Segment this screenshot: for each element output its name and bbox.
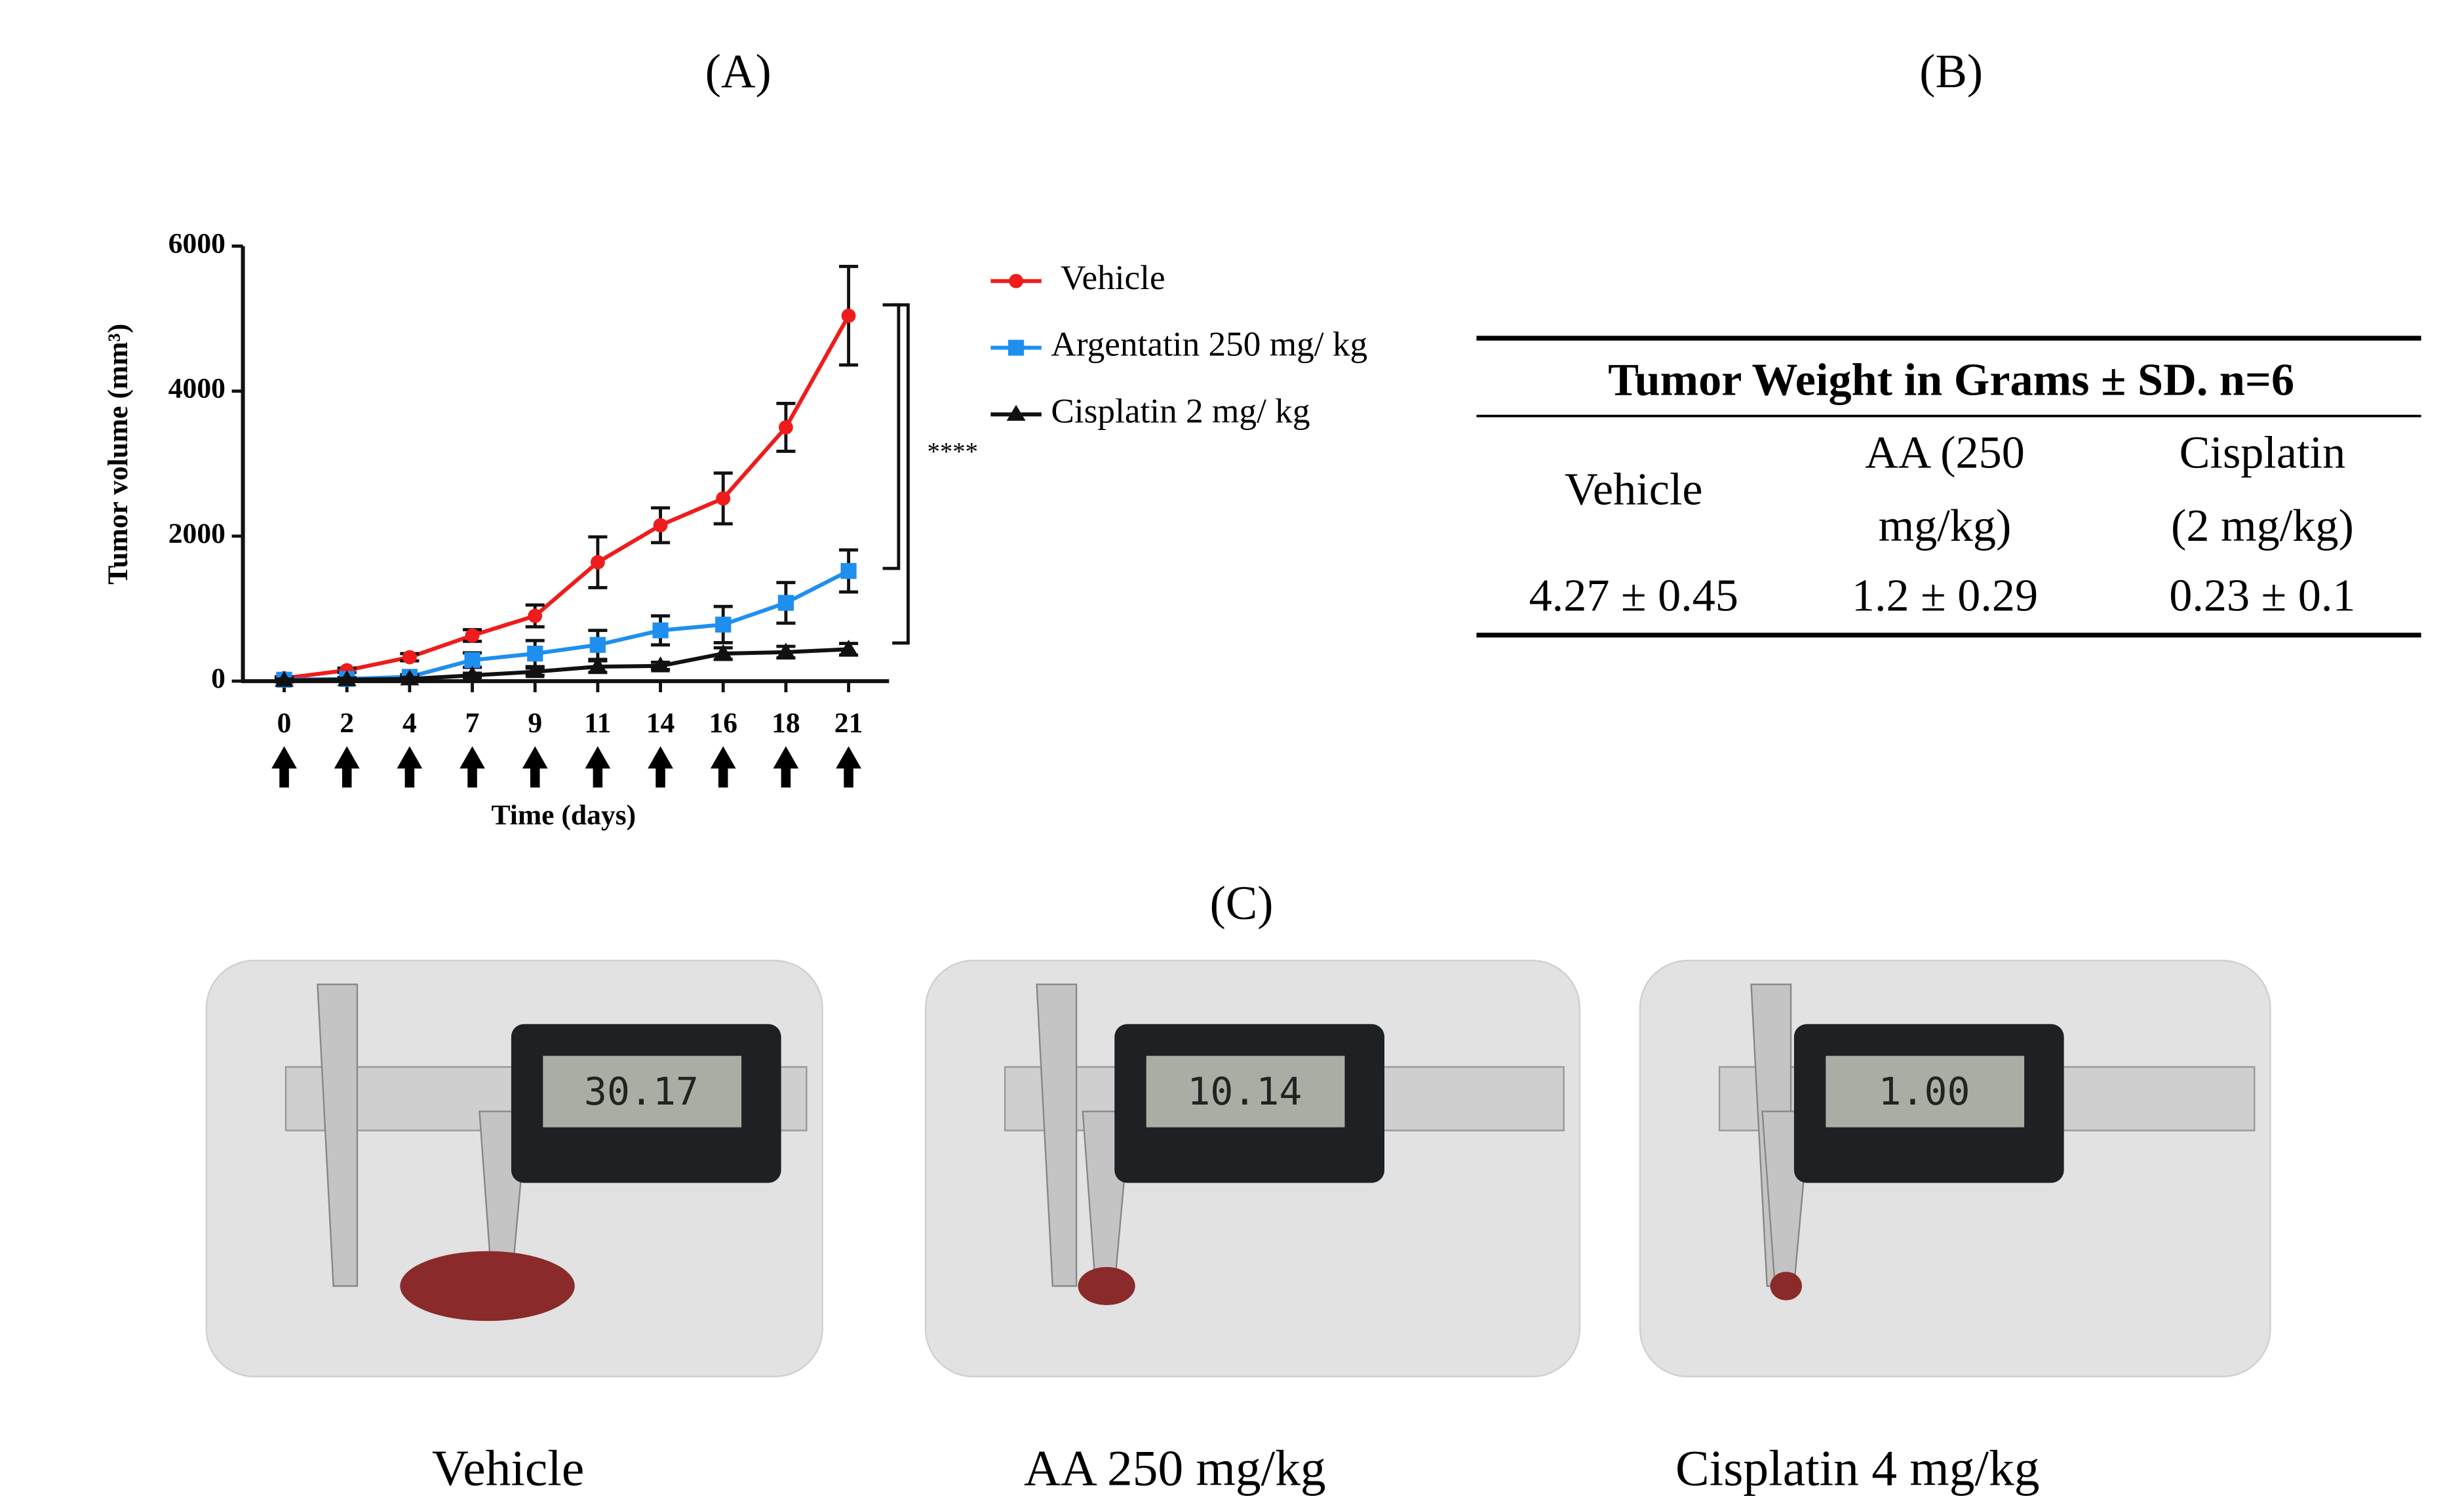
significance-bracket — [882, 303, 910, 645]
data-point — [525, 662, 545, 678]
table-title: Tumor Weight in Grams ± SD. n=6 — [1608, 354, 2294, 405]
y-axis-title: Tumor volume (mm³) — [102, 324, 134, 585]
dosing-arrow — [648, 746, 673, 788]
photo: 1.00 — [1639, 960, 2271, 1378]
column-header: AA (250 — [1865, 427, 2025, 479]
legend-label: Argentatin 250 mg/ kg — [1051, 325, 1367, 364]
lcd — [543, 1055, 742, 1127]
dosing-arrow — [522, 746, 548, 788]
legend-label: Vehicle — [1061, 258, 1165, 297]
photo-caption: Vehicle — [432, 1440, 584, 1496]
tumor — [1078, 1266, 1135, 1305]
data-point — [839, 639, 859, 656]
x-tick-label: 7 — [465, 707, 480, 739]
series-line — [284, 647, 849, 683]
data-point — [776, 642, 796, 659]
data-point — [463, 665, 482, 682]
column-header: (2 mg/kg) — [2171, 500, 2354, 551]
dosing-arrow — [836, 746, 861, 788]
table: Tumor Weight in Grams ± SD. n=6 Vehicle A… — [1476, 336, 2421, 638]
data-point — [653, 518, 668, 533]
dosing-arrow — [710, 746, 736, 788]
dosing-arrow — [460, 746, 485, 788]
series-line — [284, 315, 851, 680]
lcd — [1826, 1055, 2025, 1127]
data-point — [590, 555, 605, 570]
significance: **** — [927, 438, 978, 466]
column-header: Cisplatin — [2180, 427, 2346, 479]
data-point — [841, 308, 856, 323]
x-tick-label: 4 — [402, 707, 417, 739]
caliper-jaw — [1036, 983, 1078, 1287]
readout: 30.17 — [584, 1069, 699, 1114]
x-tick-label: 21 — [834, 707, 863, 739]
table-cell: 0.23 ± 0.1 — [2169, 570, 2355, 621]
data-point — [465, 628, 480, 643]
x-axis-title: Time (days) — [491, 799, 636, 831]
x-tick-label: 16 — [709, 707, 737, 739]
x-tick-label: 11 — [584, 707, 611, 739]
data-point — [840, 562, 857, 579]
column-header: mg/kg) — [1879, 500, 2012, 551]
y-tick-label: 6000 — [168, 227, 225, 259]
table-cell: 1.2 ± 0.29 — [1852, 570, 2038, 621]
readout: 10.14 — [1187, 1069, 1302, 1114]
data-point — [716, 491, 731, 506]
readout: 1.00 — [1879, 1069, 1970, 1114]
data-point — [1006, 404, 1026, 421]
x-tick-label: 18 — [772, 707, 800, 739]
photo: 30.17 — [205, 960, 823, 1378]
lcd — [1146, 1055, 1345, 1127]
photo-caption: AA 250 mg/kg — [1024, 1440, 1326, 1496]
data-point — [464, 652, 480, 669]
data-point — [337, 670, 357, 686]
data-point — [713, 644, 733, 660]
dosing-arrow — [271, 746, 297, 788]
data-point — [651, 656, 671, 673]
data-point — [528, 608, 543, 623]
x-tick-label: 9 — [528, 707, 542, 739]
data-point — [589, 637, 606, 653]
panel-label: (C) — [1210, 876, 1274, 930]
x-tick-label: 2 — [340, 707, 354, 739]
tumor — [1770, 1272, 1803, 1301]
data-point — [715, 616, 732, 633]
x-tick-label: 0 — [277, 707, 292, 739]
data-point — [777, 595, 794, 611]
table-cell: 4.27 ± 0.45 — [1529, 570, 1738, 621]
dosing-arrow — [334, 746, 360, 788]
photo: 10.14 — [924, 960, 1581, 1378]
column-header: Vehicle — [1565, 463, 1703, 515]
panel-label: (A) — [705, 45, 772, 98]
dosing-arrow — [397, 746, 423, 788]
data-point — [652, 622, 669, 638]
data-point — [1009, 273, 1024, 288]
caliper-jaw — [317, 983, 359, 1287]
y-tick-label: 4000 — [168, 373, 225, 404]
panel-label: (B) — [1919, 45, 1983, 98]
dosing-arrow — [773, 746, 799, 788]
data-point — [402, 650, 417, 665]
dosing-arrow — [585, 746, 611, 788]
data-point — [275, 671, 294, 687]
legend-label: Cisplatin 2 mg/ kg — [1051, 391, 1310, 430]
data-point — [779, 420, 793, 435]
photo-caption: Cisplatin 4 mg/kg — [1675, 1440, 2039, 1496]
data-point — [527, 645, 543, 662]
tumor — [400, 1251, 575, 1322]
y-tick-label: 0 — [211, 663, 225, 694]
data-point — [1007, 340, 1025, 356]
data-point — [400, 669, 420, 686]
y-tick-label: 2000 — [168, 518, 225, 549]
data-point — [588, 657, 608, 673]
x-tick-label: 14 — [646, 707, 675, 739]
